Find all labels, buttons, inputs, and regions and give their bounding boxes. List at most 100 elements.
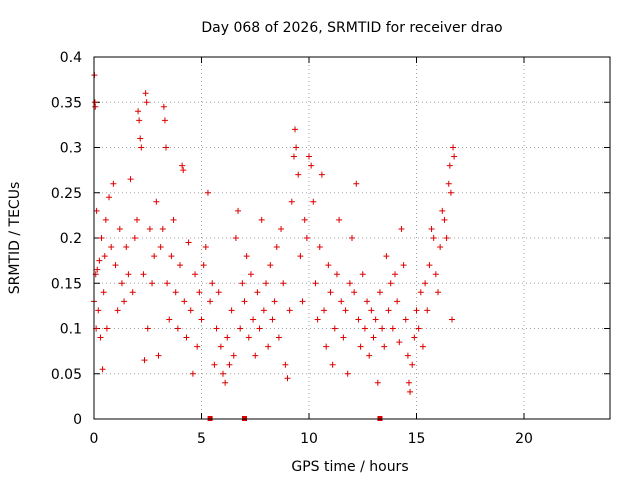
data-point xyxy=(353,180,360,187)
y-tick-label: 0.2 xyxy=(60,231,82,247)
data-point xyxy=(295,171,302,178)
x-tick-label: 0 xyxy=(90,431,99,447)
data-point xyxy=(135,108,142,115)
data-point xyxy=(374,379,381,386)
data-point xyxy=(127,176,134,183)
data-point xyxy=(424,307,431,314)
data-point xyxy=(267,262,274,269)
data-point xyxy=(98,235,105,241)
data-point xyxy=(95,307,102,314)
data-point xyxy=(385,307,392,314)
data-point xyxy=(131,235,138,241)
data-point xyxy=(144,325,151,332)
data-point xyxy=(288,198,295,205)
data-point xyxy=(349,235,355,241)
data-point xyxy=(209,280,216,287)
data-point xyxy=(413,307,420,314)
data-point xyxy=(121,298,128,305)
data-point xyxy=(194,343,201,350)
data-point xyxy=(92,103,99,110)
data-point xyxy=(292,126,299,133)
data-point xyxy=(398,225,405,232)
data-point xyxy=(96,257,103,264)
data-point xyxy=(202,244,209,251)
data-point xyxy=(357,343,364,350)
data-point xyxy=(400,262,407,269)
data-point xyxy=(441,216,448,223)
data-point xyxy=(435,289,441,296)
data-point xyxy=(447,189,454,196)
data-point xyxy=(389,325,396,332)
data-point xyxy=(151,253,158,260)
data-point xyxy=(372,316,379,323)
data-point xyxy=(106,194,113,201)
data-point xyxy=(101,253,108,260)
data-point xyxy=(237,325,244,332)
data-point xyxy=(359,271,366,278)
data-point xyxy=(446,162,453,169)
data-point xyxy=(200,262,207,269)
y-tick-label: 0 xyxy=(73,412,82,428)
x-tick-label: 5 xyxy=(197,431,206,447)
data-point xyxy=(161,117,168,124)
y-tick-label: 0.15 xyxy=(51,276,82,292)
data-point xyxy=(93,207,100,214)
data-point xyxy=(243,253,250,260)
data-point xyxy=(314,316,321,323)
data-point xyxy=(451,153,458,160)
data-point xyxy=(114,307,121,314)
data-point xyxy=(103,325,110,332)
data-point xyxy=(346,280,353,287)
data-point xyxy=(155,352,162,359)
data-point xyxy=(450,144,457,151)
data-point xyxy=(394,298,401,305)
data-point xyxy=(411,334,418,341)
data-point xyxy=(432,271,439,278)
data-point xyxy=(428,225,435,232)
y-tick-label: 0.1 xyxy=(60,322,82,338)
data-point xyxy=(333,271,340,278)
data-point xyxy=(226,361,233,368)
data-point xyxy=(286,307,293,314)
data-point xyxy=(263,280,269,287)
data-point xyxy=(228,307,235,314)
x-tick-label: 20 xyxy=(515,431,533,447)
data-point xyxy=(215,289,222,296)
data-point xyxy=(252,352,259,359)
data-point xyxy=(256,325,263,332)
data-point xyxy=(247,271,254,278)
data-point xyxy=(278,225,285,232)
data-point xyxy=(138,144,145,151)
data-point xyxy=(430,235,437,241)
data-point xyxy=(239,280,246,287)
data-point xyxy=(118,280,125,287)
data-point xyxy=(141,357,148,364)
data-point xyxy=(185,239,192,246)
data-point xyxy=(94,266,101,273)
data-point xyxy=(189,370,196,377)
data-point xyxy=(102,216,109,223)
data-point xyxy=(344,370,351,377)
data-point xyxy=(321,307,328,314)
data-point xyxy=(381,343,388,350)
data-point xyxy=(366,352,373,359)
data-point xyxy=(402,316,409,323)
data-point xyxy=(153,198,160,205)
data-point xyxy=(327,289,334,296)
data-point xyxy=(303,235,310,241)
data-point xyxy=(250,316,257,323)
data-point xyxy=(254,289,261,296)
y-tick-label: 0.05 xyxy=(51,367,82,383)
data-point xyxy=(260,307,267,314)
data-point xyxy=(180,167,187,174)
data-point xyxy=(192,271,199,278)
data-point xyxy=(207,298,214,305)
data-point xyxy=(172,289,179,296)
data-point xyxy=(273,244,280,251)
data-point xyxy=(222,379,229,386)
data-point xyxy=(275,334,282,341)
data-point xyxy=(217,343,224,350)
data-point xyxy=(160,103,167,110)
data-point xyxy=(417,289,424,296)
data-point xyxy=(316,244,323,251)
